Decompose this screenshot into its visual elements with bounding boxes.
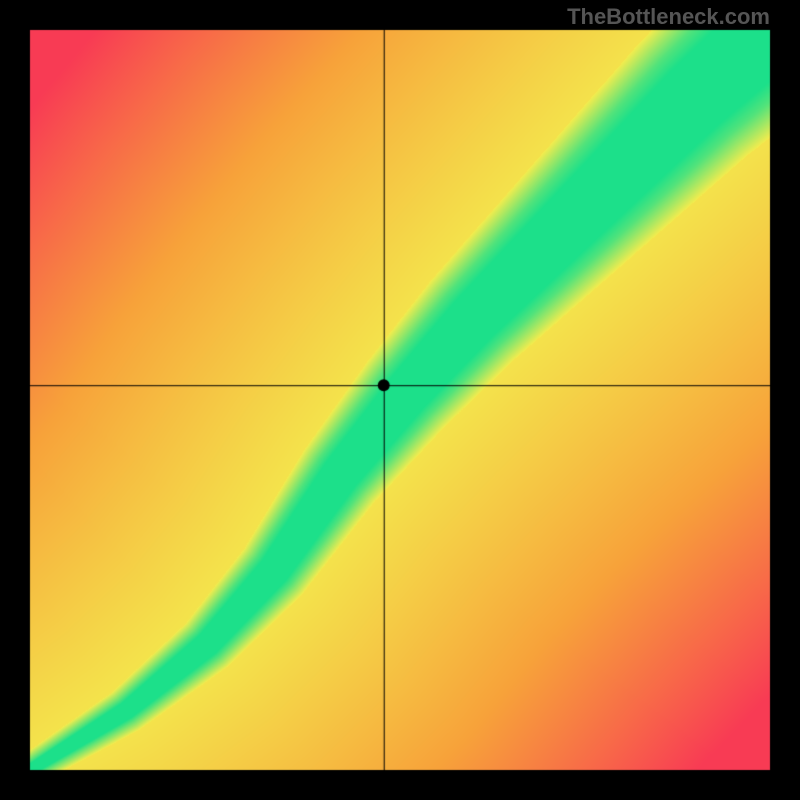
- chart-container: TheBottleneck.com: [0, 0, 800, 800]
- heatmap-canvas: [0, 0, 800, 800]
- watermark-text: TheBottleneck.com: [567, 4, 770, 30]
